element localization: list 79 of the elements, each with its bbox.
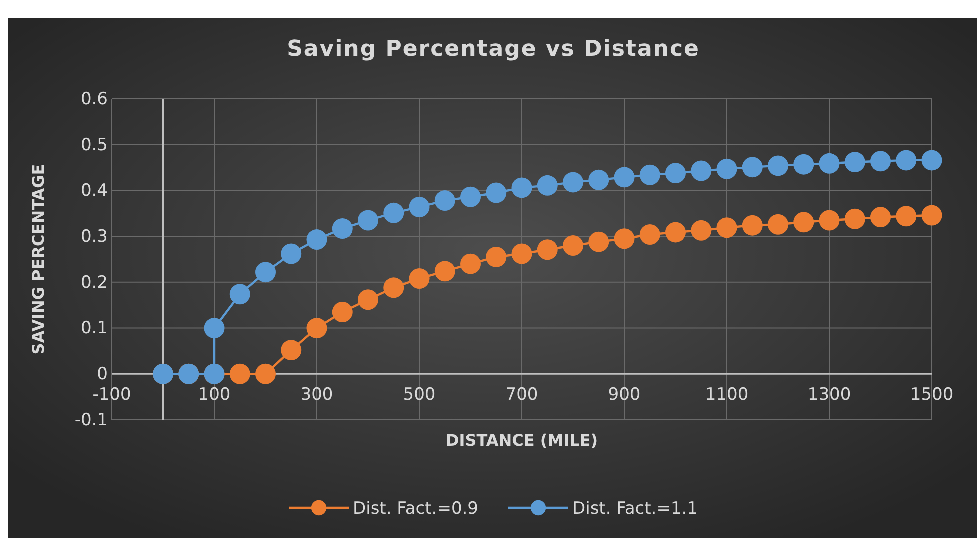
x-tick-label: -100 bbox=[92, 385, 132, 406]
point bbox=[281, 340, 302, 361]
point bbox=[588, 232, 610, 252]
point bbox=[537, 175, 558, 196]
y-tick-label: 0.5 bbox=[80, 135, 108, 156]
point bbox=[537, 240, 558, 260]
point bbox=[256, 262, 276, 283]
y-axis-title: SAVING PERCENTAGE bbox=[29, 164, 48, 355]
y-tick-label: 0.2 bbox=[80, 272, 108, 293]
point bbox=[230, 284, 250, 305]
point bbox=[922, 205, 942, 226]
point bbox=[870, 151, 891, 172]
legend-label: Dist. Fact.=1.1 bbox=[572, 499, 698, 519]
legend-label: Dist. Fact.=0.9 bbox=[353, 499, 478, 519]
point bbox=[896, 150, 917, 171]
x-tick-label: 1300 bbox=[808, 385, 852, 406]
point bbox=[794, 212, 814, 233]
point bbox=[460, 254, 481, 274]
point bbox=[332, 218, 353, 240]
point bbox=[691, 160, 712, 182]
point bbox=[281, 244, 302, 264]
point bbox=[563, 172, 584, 193]
point bbox=[716, 218, 738, 238]
point bbox=[384, 278, 404, 298]
x-tick-label: 1100 bbox=[705, 385, 749, 406]
point bbox=[691, 220, 712, 241]
point bbox=[742, 157, 763, 178]
x-axis-title: DISTANCE (MILE) bbox=[446, 431, 598, 450]
x-tick-label: 900 bbox=[608, 385, 641, 406]
point bbox=[588, 170, 610, 190]
point bbox=[640, 164, 660, 186]
point bbox=[563, 236, 584, 256]
point bbox=[794, 154, 814, 175]
y-tick-label: 0 bbox=[97, 364, 108, 385]
point bbox=[896, 206, 917, 227]
point bbox=[819, 153, 840, 174]
point bbox=[486, 246, 507, 268]
point bbox=[306, 230, 328, 250]
point bbox=[332, 302, 353, 322]
point bbox=[870, 207, 891, 228]
x-tick-label: 1500 bbox=[910, 385, 954, 406]
point bbox=[512, 244, 532, 264]
point bbox=[922, 150, 942, 171]
point bbox=[434, 190, 456, 212]
point bbox=[640, 224, 660, 245]
point bbox=[204, 318, 225, 339]
y-tick-label: -0.1 bbox=[74, 410, 108, 430]
point bbox=[844, 208, 866, 230]
point bbox=[614, 228, 635, 250]
x-tick-label: 100 bbox=[198, 385, 231, 406]
y-tick-label: 0.6 bbox=[80, 89, 108, 110]
point bbox=[409, 268, 430, 289]
x-tick-label: 700 bbox=[506, 385, 538, 406]
point bbox=[306, 318, 328, 339]
point bbox=[256, 364, 276, 384]
point bbox=[768, 214, 788, 235]
point bbox=[460, 186, 481, 208]
point bbox=[742, 215, 763, 236]
point bbox=[434, 261, 456, 282]
x-tick-label: 300 bbox=[300, 385, 334, 406]
point bbox=[512, 178, 532, 198]
x-tick-label: 500 bbox=[403, 385, 436, 406]
chart-title: Saving Percentage vs Distance bbox=[287, 37, 700, 62]
point bbox=[358, 290, 378, 310]
point bbox=[409, 196, 430, 218]
point bbox=[230, 364, 250, 384]
y-tick-label: 0.1 bbox=[80, 318, 108, 339]
point bbox=[358, 210, 378, 231]
point bbox=[666, 163, 686, 184]
point bbox=[384, 202, 404, 224]
point bbox=[716, 158, 738, 180]
point bbox=[486, 182, 507, 204]
point bbox=[844, 152, 866, 173]
y-tick-label: 0.3 bbox=[80, 227, 108, 248]
y-tick-label: 0.4 bbox=[80, 181, 108, 202]
point bbox=[614, 167, 635, 188]
point bbox=[819, 210, 840, 231]
point bbox=[666, 222, 686, 243]
point bbox=[768, 156, 788, 176]
